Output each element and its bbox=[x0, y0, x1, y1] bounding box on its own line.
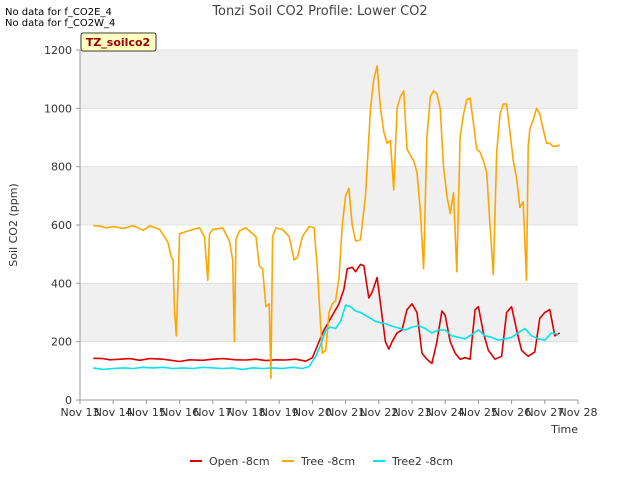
x-tick-label-23: Nov 23 bbox=[393, 406, 432, 419]
y-tick-label-1200: 1200 bbox=[44, 44, 72, 57]
no-data-note-2: No data for f_CO2W_4 bbox=[5, 18, 116, 29]
legend-label-open: Open -8cm bbox=[209, 455, 270, 468]
y-tick-label-400: 400 bbox=[51, 277, 72, 290]
x-tick-label-26: Nov 26 bbox=[492, 406, 531, 419]
series-line-open bbox=[93, 263, 561, 365]
x-tick-label-17: Nov 17 bbox=[193, 406, 232, 419]
x-tick-label-25: Nov 25 bbox=[459, 406, 498, 419]
site-label: TZ_soilco2 bbox=[86, 36, 150, 49]
series-line-tree bbox=[93, 65, 561, 379]
x-tick-label-27: Nov 27 bbox=[525, 406, 564, 419]
y-tick-label-800: 800 bbox=[51, 161, 72, 174]
site-label-box: TZ_soilco2 bbox=[80, 32, 157, 52]
x-tick-label-22: Nov 22 bbox=[359, 406, 398, 419]
legend: Open -8cm Tree -8cm Tree2 -8cm bbox=[190, 455, 453, 468]
x-tick-label-24: Nov 24 bbox=[426, 406, 465, 419]
no-data-note-1: No data for f_CO2E_4 bbox=[5, 7, 112, 18]
x-tick-label-28: Nov 28 bbox=[559, 406, 598, 419]
x-axis-label: Time bbox=[550, 423, 578, 436]
x-tick-label-16: Nov 16 bbox=[160, 406, 199, 419]
x-tick-label-15: Nov 15 bbox=[127, 406, 166, 419]
y-axis-label: Soil CO2 (ppm) bbox=[7, 183, 20, 266]
y-tick-label-200: 200 bbox=[51, 336, 72, 349]
y-tick-label-1000: 1000 bbox=[44, 102, 72, 115]
band-600-800 bbox=[80, 166, 578, 225]
x-tick-label-13: Nov 13 bbox=[61, 406, 100, 419]
x-tick-label-20: Nov 20 bbox=[293, 406, 332, 419]
chart-title: Tonzi Soil CO2 Profile: Lower CO2 bbox=[211, 4, 427, 19]
legend-label-tree2: Tree2 -8cm bbox=[391, 455, 453, 468]
x-tick-label-21: Nov 21 bbox=[326, 406, 365, 419]
legend-label-tree: Tree -8cm bbox=[300, 455, 355, 468]
series-layer bbox=[93, 65, 561, 379]
y-tick-label-600: 600 bbox=[51, 219, 72, 232]
x-tick-label-18: Nov 18 bbox=[227, 406, 266, 419]
series-line-tree2 bbox=[93, 304, 559, 371]
y-tick-label-0: 0 bbox=[65, 394, 72, 407]
x-tick-label-14: Nov 14 bbox=[94, 406, 133, 419]
band-1000-1200 bbox=[80, 50, 578, 109]
x-tick-label-19: Nov 19 bbox=[260, 406, 299, 419]
